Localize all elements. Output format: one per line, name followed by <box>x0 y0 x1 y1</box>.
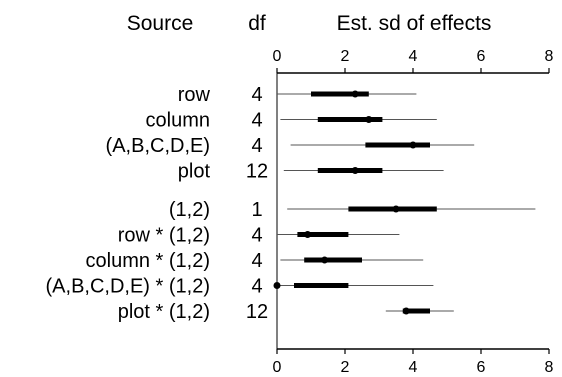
df-value: 12 <box>246 301 268 323</box>
point-estimate <box>273 282 281 289</box>
source-label: (A,B,C,D,E) <box>106 135 210 157</box>
header-source: Source <box>127 12 194 35</box>
bottom-tick-label: 4 <box>409 359 418 376</box>
top-tick-label: 8 <box>545 48 554 65</box>
source-label: plot <box>178 161 211 183</box>
point-estimate <box>304 231 312 238</box>
source-label: (A,B,C,D,E) * (1,2) <box>46 276 210 298</box>
point-estimate <box>351 167 359 174</box>
top-tick-label: 6 <box>477 48 486 65</box>
point-estimate <box>321 256 329 264</box>
bottom-tick-label: 2 <box>341 359 350 376</box>
df-value: 4 <box>251 84 262 106</box>
df-value: 4 <box>251 276 262 298</box>
header-df: df <box>248 12 266 35</box>
df-value: 4 <box>251 135 262 157</box>
df-value: 1 <box>251 199 262 221</box>
source-label: column * (1,2) <box>86 250 211 272</box>
point-estimate <box>365 116 373 123</box>
point-estimate <box>351 90 359 98</box>
top-tick-label: 4 <box>409 48 418 65</box>
top-tick-label: 2 <box>341 48 350 65</box>
source-label: row <box>178 84 211 106</box>
bottom-tick-label: 6 <box>477 359 486 376</box>
top-tick-label: 0 <box>273 48 282 65</box>
df-value: 12 <box>246 161 268 183</box>
df-value: 4 <box>251 250 262 272</box>
source-label: (1,2) <box>169 199 210 221</box>
source-label: column <box>146 110 210 132</box>
df-value: 4 <box>251 225 262 247</box>
bottom-tick-label: 8 <box>545 359 554 376</box>
source-label: plot * (1,2) <box>118 301 210 323</box>
df-value: 4 <box>251 110 262 132</box>
point-estimate <box>409 141 417 149</box>
point-estimate <box>392 205 400 213</box>
bottom-tick-label: 0 <box>273 359 282 376</box>
source-label: row * (1,2) <box>118 225 210 247</box>
header-effects: Est. sd of effects <box>337 12 492 35</box>
point-estimate <box>402 307 410 315</box>
